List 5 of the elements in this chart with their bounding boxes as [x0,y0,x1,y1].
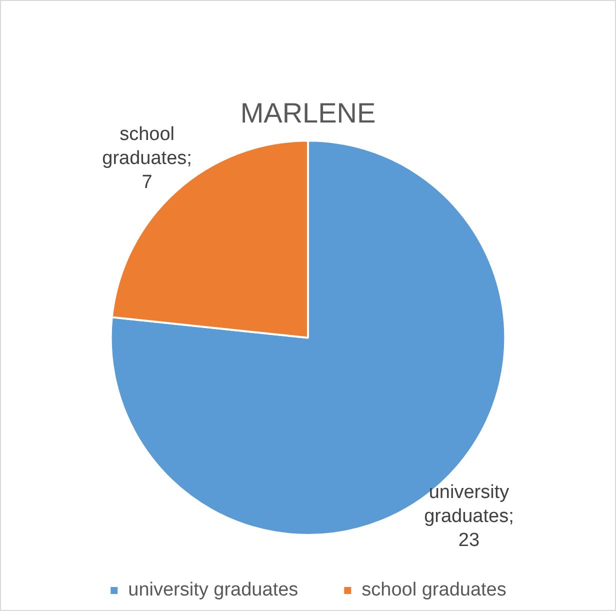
chart-title: MARLENE [240,98,376,129]
data-label: university graduates; 23 [424,482,514,551]
data-label: school graduates; 7 [102,124,192,194]
legend-label: university graduates [128,580,298,601]
legend-label: school graduates [362,580,506,601]
